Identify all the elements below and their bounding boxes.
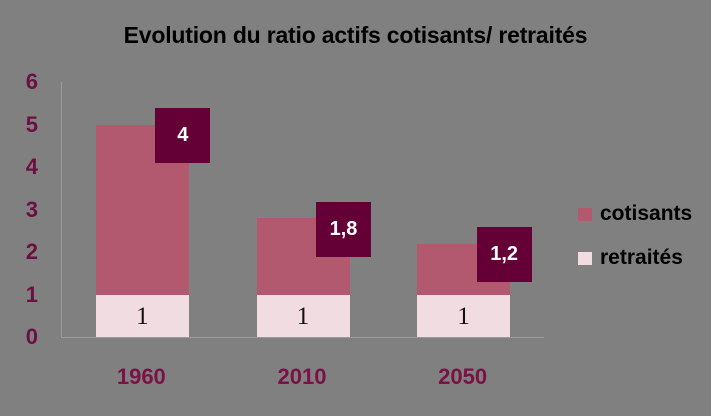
bar-segment-retraites [256,294,350,337]
x-axis-category-label: 2010 [277,364,327,389]
bar-segment-retraites [95,294,189,337]
y-axis-tick-label: 6 [25,69,38,94]
legend-swatch [578,207,592,221]
cotisants-value-callout: 1,8 [316,201,371,257]
chart-title: Evolution du ratio actifs cotisants/ ret… [123,22,588,48]
x-axis-category-label: 2050 [438,364,488,389]
legend-item: retraités [578,245,692,271]
y-axis-tick-label: 1 [25,281,38,307]
y-axis-tick-label: 4 [25,154,38,179]
retraites-value-label: 1 [457,302,470,330]
y-axis-tick-label: 5 [25,111,38,137]
bar-segment-retraites [417,294,511,337]
y-axis-tick-label: 2 [25,239,38,264]
y-axis-tick-label: 0 [25,324,38,349]
legend-label: retraités [600,246,683,269]
plot-area: 1 4 1 1,8 1 1,2 [61,82,544,338]
cotisants-value-callout: 4 [155,108,211,163]
x-axis-category-label: 1960 [116,364,166,389]
retraites-value-label: 1 [296,302,310,330]
y-axis-tick-label: 3 [25,196,38,222]
legend-swatch [578,251,592,265]
legend-label: cotisants [600,202,693,225]
legend-item: cotisants [578,201,692,227]
cotisants-value-callout: 1,2 [476,227,532,282]
legend: cotisants retraités [578,201,692,289]
retraites-value-label: 1 [136,302,149,330]
